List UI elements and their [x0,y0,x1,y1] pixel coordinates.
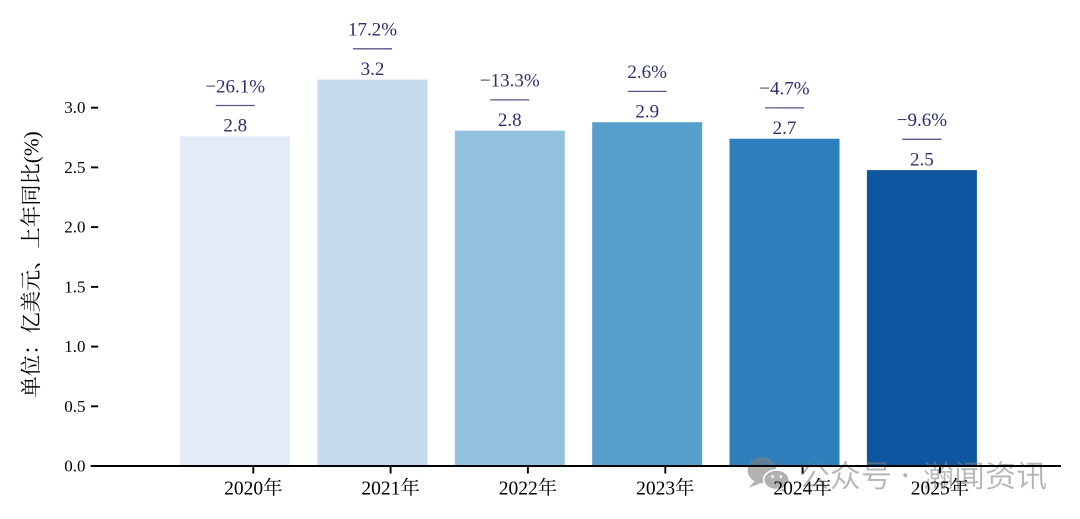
svg-text:2021: 2021 [361,478,400,499]
svg-text:2.0: 2.0 [64,218,85,237]
svg-text:2.8: 2.8 [223,116,247,137]
svg-text:2020: 2020 [224,478,263,499]
svg-text:17.2%: 17.2% [348,20,397,41]
svg-text:0.5: 0.5 [64,397,85,416]
svg-text:−4.7%: −4.7% [759,79,809,100]
svg-text:1.5: 1.5 [64,277,85,296]
svg-text:2.8: 2.8 [498,110,522,131]
svg-text:2024: 2024 [773,478,812,499]
svg-text:2.7: 2.7 [773,118,797,139]
svg-text:2025: 2025 [911,478,950,499]
svg-text:−9.6%: −9.6% [897,110,947,131]
svg-text:(%): (%) [19,131,43,163]
svg-text:1.0: 1.0 [64,337,85,356]
svg-text:0.0: 0.0 [64,457,85,476]
svg-text:2.9: 2.9 [635,101,659,122]
svg-text:3.0: 3.0 [64,98,85,117]
svg-text:2.5: 2.5 [64,158,85,177]
svg-text:2.6%: 2.6% [627,62,667,83]
svg-text:2.5: 2.5 [910,149,934,170]
svg-text:2023: 2023 [636,478,675,499]
svg-text:−26.1%: −26.1% [205,76,265,97]
svg-text:−13.3%: −13.3% [480,71,540,92]
svg-text:3.2: 3.2 [361,59,385,80]
svg-text:2022: 2022 [499,478,538,499]
